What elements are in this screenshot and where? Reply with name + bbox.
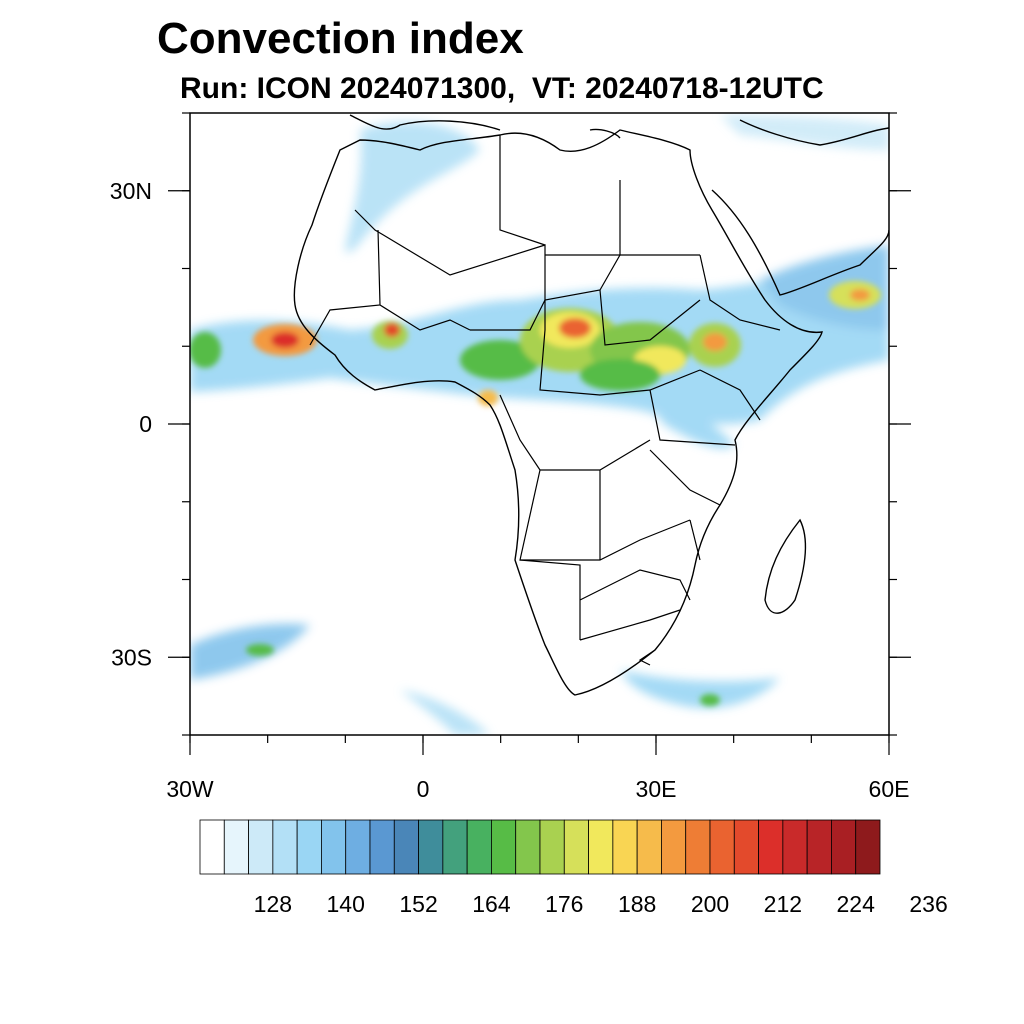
convection-core-atlantic-west (190, 332, 221, 368)
colorbar-label: 224 (837, 891, 876, 917)
arabia-coastline (711, 189, 889, 296)
lat-tick-label: 30N (110, 178, 152, 204)
lat-tick-label: 0 (139, 411, 152, 437)
europe-coastline (349, 114, 889, 146)
country-borders (309, 135, 781, 666)
convection-area-south-band (400, 690, 490, 735)
colorbar-label: 140 (327, 891, 365, 917)
colorbar-swatch (612, 819, 638, 875)
lat-tick-label: 30S (111, 644, 152, 670)
colorbar-swatch (563, 819, 589, 875)
colorbar-swatch (588, 819, 614, 875)
colorbar-label: 176 (545, 891, 583, 917)
colorbar-swatch (636, 819, 662, 875)
colorbar-swatch (321, 819, 347, 875)
colorbar-swatch (685, 819, 711, 875)
colorbar-swatch (223, 819, 249, 875)
lon-tick-label: 60E (869, 776, 910, 802)
map-frame (189, 112, 890, 736)
colorbar-swatch (369, 819, 395, 875)
convection-core-nigeria (460, 340, 540, 380)
colorbar-swatch (199, 819, 225, 875)
colorbar-swatch (345, 819, 371, 875)
colorbar-swatch (733, 819, 759, 875)
convection-area-north-africa (345, 121, 480, 253)
colorbar-swatch (709, 819, 735, 875)
axis-labels: 30W 0 30E 60E 30N 0 30S (110, 178, 910, 802)
africa-coastline (293, 129, 823, 696)
lon-tick-label: 30E (636, 776, 677, 802)
colorbar-label: 164 (472, 891, 511, 917)
colorbar-swatch (515, 819, 541, 875)
colorbar-swatch (248, 819, 274, 875)
colorbar-swatch (491, 819, 517, 875)
colorbar-swatch (272, 819, 298, 875)
colorbar-labels: 128 140 152 164 176 188 200 212 224 236 (254, 891, 948, 917)
colorbar-swatch (393, 819, 419, 875)
chart-subtitle: Run: ICON 2024071300, VT: 20240718-12UTC (180, 72, 824, 105)
madagascar-coastline (764, 518, 807, 614)
convection-area-southern-ocean (620, 670, 780, 709)
colorbar-label: 212 (764, 891, 802, 917)
colorbar-swatch (855, 819, 881, 875)
colorbar-label: 200 (691, 891, 729, 917)
colorbar-swatch (661, 819, 687, 875)
colorbar-swatch (442, 819, 468, 875)
lon-tick-label: 0 (417, 776, 430, 802)
colorbar-swatch (782, 819, 808, 875)
colorbar-swatch (296, 819, 322, 875)
colorbar-swatch (831, 819, 857, 875)
convection-area-east-africa (640, 395, 735, 449)
colorbar-swatch (539, 819, 565, 875)
colorbar (199, 819, 881, 875)
colorbar-label: 152 (399, 891, 437, 917)
axis-ticks (168, 112, 911, 755)
convection-area-mediterranean (720, 115, 889, 150)
colorbar-swatch (466, 819, 492, 875)
lon-tick-label: 30W (166, 776, 214, 802)
coastlines (293, 114, 889, 696)
mediterranean-islands (589, 128, 621, 139)
chart-title: Convection index (157, 14, 524, 63)
colorbar-swatch (758, 819, 784, 875)
colorbar-swatch (418, 819, 444, 875)
colorbar-label: 128 (254, 891, 292, 917)
convection-field (190, 115, 889, 735)
colorbar-label: 188 (618, 891, 656, 917)
colorbar-label: 236 (909, 891, 947, 917)
colorbar-swatch (806, 819, 832, 875)
